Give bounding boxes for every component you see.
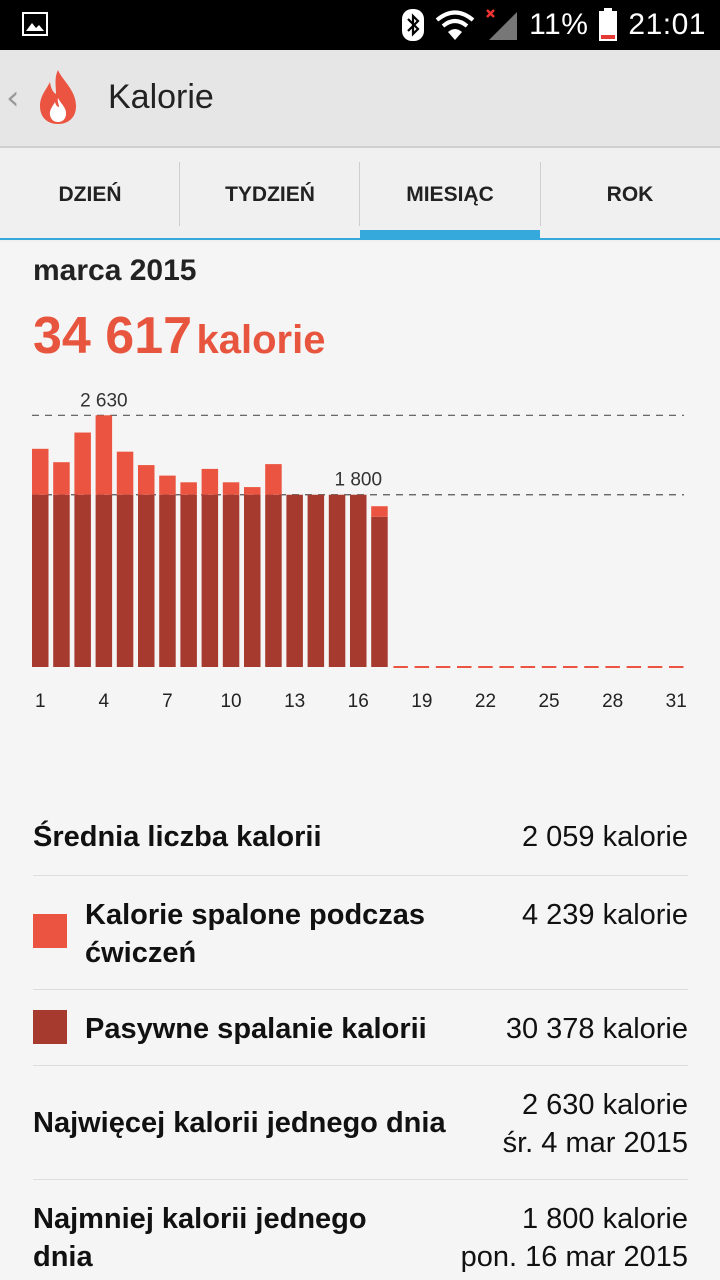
active-bar-day-2 [53, 462, 70, 495]
passive-value: 30 378 kalorie [505, 1013, 688, 1045]
active-value: 4 239 kalorie [521, 899, 688, 931]
x-tick-label-28: 28 [602, 691, 623, 712]
passive-bar-day-15 [328, 494, 346, 667]
passive-bar-day-11 [244, 494, 261, 667]
x-tick-label-7: 7 [162, 691, 173, 712]
active-label-line2: ćwiczeń [85, 937, 197, 969]
x-tick-label-13: 13 [284, 691, 305, 712]
active-bar-day-9 [201, 468, 219, 495]
x-tick-label-22: 22 [475, 691, 496, 712]
calories-chart: 2 630 1 800 1 4 7 10 13 16 19 22 25 28 31 [32, 390, 687, 712]
tab-week[interactable]: TYDZIEŃ [225, 183, 315, 206]
tab-divider [540, 162, 541, 226]
max-value: 2 630 kalorie [521, 1089, 688, 1121]
passive-bar-day-6 [138, 494, 155, 667]
average-label: Średnia liczba kalorii [33, 821, 322, 853]
period-tabs: DZIEŃ TYDZIEŃ MIESIĄC ROK [0, 148, 720, 242]
total-calories-value: 34 617 [33, 307, 193, 365]
x-tick-label-25: 25 [538, 691, 559, 712]
total-calories-unit: kalorie [196, 318, 326, 362]
back-chevron-icon[interactable]: ‹ [6, 78, 20, 118]
tab-divider [179, 162, 180, 226]
passive-bar-day-4 [95, 494, 113, 667]
passive-label: Pasywne spalanie kalorii [85, 1013, 427, 1045]
clock: 21:01 [628, 8, 706, 41]
passive-bar-day-3 [74, 494, 91, 667]
status-bar: 11% 21:01 [0, 0, 720, 50]
passive-bar-day-2 [53, 494, 70, 667]
passive-bar-day-14 [307, 494, 325, 667]
passive-bar-day-5 [116, 494, 134, 667]
signal-icon [486, 9, 518, 40]
stats-row-average: Średnia liczba kalorii 2 059 kalorie [33, 800, 688, 876]
active-bar-day-4 [95, 415, 113, 495]
tab-month[interactable]: MIESIĄC [406, 183, 494, 206]
battery-icon [599, 8, 618, 41]
passive-bar-day-16 [350, 494, 367, 667]
app-bar: ‹ Kalorie [0, 50, 720, 148]
active-bar-day-7 [159, 475, 176, 495]
active-bar-day-3 [74, 432, 91, 495]
passive-legend-swatch [33, 1010, 67, 1044]
active-label-line1: Kalorie spalone podczas [85, 899, 426, 931]
page-title: Kalorie [108, 78, 214, 116]
min-date: pon. 16 mar 2015 [460, 1241, 688, 1273]
active-bar-day-8 [180, 482, 197, 495]
active-bar-day-10 [222, 482, 240, 495]
flame-icon[interactable] [36, 68, 80, 126]
reference-label-1800: 1 800 [334, 470, 382, 491]
active-bar-day-12 [265, 464, 282, 495]
passive-bar-day-9 [201, 494, 219, 667]
active-bar-day-17 [371, 506, 388, 517]
passive-bar-day-10 [222, 494, 240, 667]
wifi-icon [435, 10, 475, 40]
x-tick-label-1: 1 [35, 691, 46, 712]
min-label-line2: dnia [33, 1241, 93, 1273]
passive-bar-day-12 [265, 494, 282, 667]
x-tick-label-4: 4 [99, 691, 110, 712]
image-notification-icon [22, 12, 48, 36]
max-date: śr. 4 mar 2015 [502, 1127, 688, 1159]
stats-row-max: Najwięcej kalorii jednego dnia 2 630 kal… [33, 1066, 688, 1180]
min-label-line1: Najmniej kalorii jednego [33, 1203, 367, 1235]
tab-day[interactable]: DZIEŃ [58, 183, 122, 206]
passive-bar-day-7 [159, 494, 176, 667]
x-tick-label-19: 19 [411, 691, 432, 712]
bluetooth-icon [402, 9, 425, 41]
active-tab-indicator [360, 230, 540, 240]
active-bar-day-5 [116, 451, 134, 495]
stats-row-passive: Pasywne spalanie kalorii 30 378 kalorie [33, 990, 688, 1066]
max-label: Najwięcej kalorii jednego dnia [33, 1107, 446, 1139]
x-tick-label-31: 31 [666, 691, 687, 712]
x-tick-label-16: 16 [348, 691, 369, 712]
tab-year[interactable]: ROK [606, 183, 654, 206]
active-legend-swatch [33, 914, 67, 948]
tab-divider [359, 162, 360, 226]
active-bar-day-6 [138, 465, 155, 495]
battery-percent: 11% [529, 8, 589, 41]
passive-bar-day-8 [180, 494, 197, 667]
period-label: marca 2015 [33, 254, 197, 287]
passive-bar-day-13 [286, 494, 303, 667]
average-value: 2 059 kalorie [521, 821, 688, 853]
active-bar-day-1 [32, 448, 49, 495]
passive-bar-day-17 [371, 516, 388, 667]
stats-row-min: Najmniej kalorii jednego dnia 1 800 kalo… [33, 1180, 688, 1280]
stats-row-active: Kalorie spalone podczas ćwiczeń 4 239 ka… [33, 876, 688, 990]
total-calories: 34 617 kalorie [33, 306, 325, 366]
x-tick-label-10: 10 [220, 691, 241, 712]
min-value: 1 800 kalorie [521, 1203, 688, 1235]
reference-label-2630: 2 630 [80, 390, 128, 411]
active-bar-day-11 [244, 487, 261, 495]
passive-bar-day-1 [32, 494, 49, 667]
